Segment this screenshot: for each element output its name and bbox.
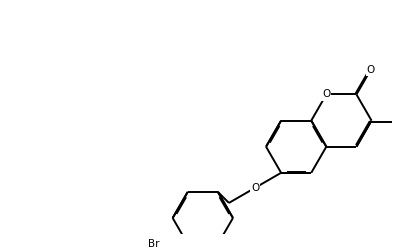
- Text: O: O: [322, 90, 330, 99]
- Text: Br: Br: [147, 239, 159, 248]
- Text: O: O: [367, 65, 375, 75]
- Text: O: O: [251, 183, 259, 193]
